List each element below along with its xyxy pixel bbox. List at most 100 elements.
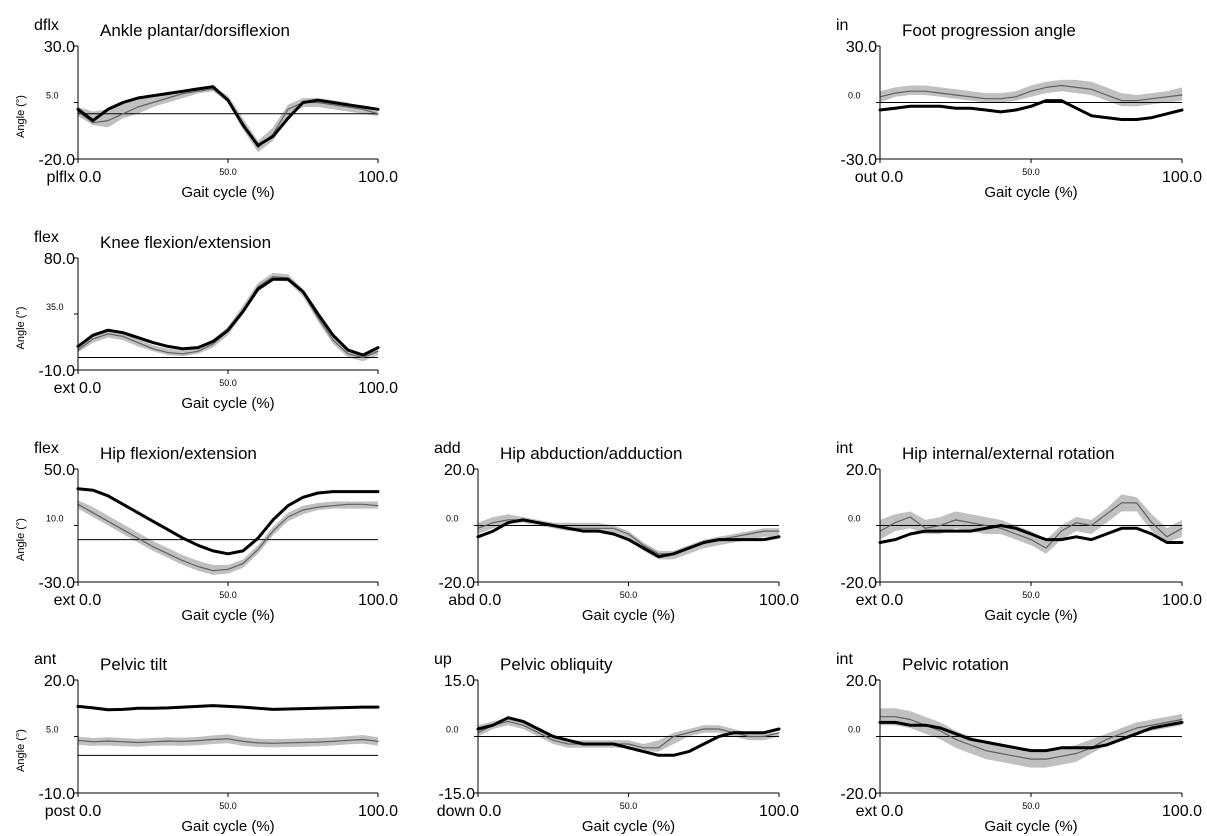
y-axis-title: Angle (°): [15, 95, 27, 138]
chart-title: Foot progression angle: [902, 21, 1076, 40]
series-line-thick: [878, 99, 1184, 121]
series-line-thick: [76, 704, 380, 712]
x-min-tick-label: 0.0: [79, 592, 101, 609]
y-mid-tick-label: 0.0: [848, 725, 861, 735]
chart-panel-5: Hip abduction/adductionadd20.0-20.00.0ab…: [434, 440, 799, 624]
x-max-tick-label: 100.0: [1162, 169, 1202, 186]
positive-direction-label: ant: [34, 651, 57, 668]
normative-band: [478, 717, 779, 752]
x-mid-tick-label: 50.0: [1022, 801, 1040, 811]
y-max-tick-label: 30.0: [44, 39, 75, 56]
negative-direction-label: post: [45, 803, 76, 820]
x-mid-tick-label: 50.0: [1022, 590, 1040, 600]
normative-band: [880, 494, 1182, 554]
chart-title: Pelvic obliquity: [500, 655, 613, 674]
chart-title: Hip abduction/adduction: [500, 444, 682, 463]
positive-direction-label: flex: [34, 440, 59, 457]
x-max-tick-label: 100.0: [358, 380, 398, 397]
x-mid-tick-label: 50.0: [620, 590, 638, 600]
series-line-thin: [879, 502, 1183, 549]
x-max-tick-label: 100.0: [358, 169, 398, 186]
x-axis-title: Gait cycle (%): [582, 607, 675, 624]
positive-direction-label: int: [836, 440, 853, 457]
chart-panel-6: Hip internal/external rotation int 20.0 -20…: [836, 440, 1202, 624]
chart-title: Hip internal/external rotation: [902, 444, 1115, 463]
y-axis-title: Angle (°): [15, 518, 27, 561]
positive-direction-label: flex: [34, 229, 59, 246]
negative-direction-label: ext: [54, 380, 76, 397]
negative-direction-label: ext: [856, 803, 878, 820]
chart-title: Pelvic tilt: [100, 655, 167, 674]
x-mid-tick-label: 50.0: [1022, 167, 1040, 177]
series-line-thin: [879, 84, 1183, 102]
chart-panel-7: Pelvic tilt ant 20.0 -10.0 5.0 post 0.0 50.0 100…: [15, 651, 398, 835]
x-min-tick-label: 0.0: [79, 169, 101, 186]
y-mid-tick-label: 35.0: [46, 302, 64, 312]
x-mid-tick-label: 50.0: [219, 378, 237, 388]
negative-direction-label: down: [437, 803, 475, 820]
x-max-tick-label: 100.0: [1162, 803, 1202, 820]
y-max-tick-label: 20.0: [846, 673, 877, 690]
negative-direction-label: plflx: [47, 169, 75, 186]
chart-panel-3: Knee flexion/extension flex 80.0 -10.0 35.0 e…: [15, 229, 398, 412]
series-line-thin: [77, 503, 379, 572]
x-axis-title: Gait cycle (%): [181, 184, 274, 201]
negative-direction-label: abd: [448, 592, 475, 609]
y-mid-tick-label: 0.0: [446, 514, 459, 524]
series-line-thick: [878, 720, 1184, 753]
x-max-tick-label: 100.0: [759, 592, 799, 609]
x-min-tick-label: 0.0: [479, 803, 501, 820]
positive-direction-label: in: [836, 17, 848, 34]
x-min-tick-label: 0.0: [881, 592, 903, 609]
normative-band: [78, 86, 378, 153]
x-mid-tick-label: 50.0: [219, 167, 237, 177]
y-min-tick-label: -20.0: [439, 575, 476, 592]
chart-title: Knee flexion/extension: [100, 233, 271, 252]
normative-band: [78, 272, 378, 362]
x-min-tick-label: 0.0: [881, 803, 903, 820]
x-axis-title: Gait cycle (%): [181, 607, 274, 624]
y-min-tick-label: -20.0: [841, 575, 878, 592]
positive-direction-label: int: [836, 651, 853, 668]
series-line-thick: [476, 518, 781, 559]
x-axis-title: Gait cycle (%): [984, 818, 1077, 835]
y-min-tick-label: -15.0: [439, 786, 476, 803]
y-min-tick-label: -30.0: [841, 152, 878, 169]
x-min-tick-label: 0.0: [881, 169, 903, 186]
chart-panel-1: Ankle plantar/dorsiflexion dflx 30.0 -20.0 5…: [15, 17, 398, 201]
x-max-tick-label: 100.0: [358, 803, 398, 820]
chart-title: Ankle plantar/dorsiflexion: [100, 21, 290, 40]
chart-panel-4: Hip flexion/extension flex 50.0 -30.0 10.0 ex…: [15, 440, 398, 624]
series-line-thin: [477, 720, 780, 749]
positive-direction-label: up: [434, 651, 452, 668]
positive-direction-label: add: [434, 440, 461, 457]
normative-band: [880, 79, 1182, 107]
y-max-tick-label: 30.0: [846, 39, 877, 56]
y-max-tick-label: 20.0: [846, 462, 877, 479]
normative-band: [78, 500, 378, 575]
chart-title: Hip flexion/extension: [100, 444, 257, 463]
series-line-thin: [77, 276, 379, 359]
x-mid-tick-label: 50.0: [219, 801, 237, 811]
x-max-tick-label: 100.0: [759, 803, 799, 820]
normative-band: [78, 734, 378, 748]
y-mid-tick-label: 0.0: [848, 514, 861, 524]
y-min-tick-label: -30.0: [39, 575, 76, 592]
y-min-tick-label: -20.0: [841, 786, 878, 803]
y-min-tick-label: -10.0: [39, 786, 76, 803]
y-max-tick-label: 50.0: [44, 462, 75, 479]
y-min-tick-label: -20.0: [39, 152, 76, 169]
x-max-tick-label: 100.0: [1162, 592, 1202, 609]
x-max-tick-label: 100.0: [358, 592, 398, 609]
y-axis-title: Angle (°): [15, 307, 27, 350]
y-max-tick-label: 80.0: [44, 251, 75, 268]
y-mid-tick-label: 10.0: [46, 514, 64, 524]
x-min-tick-label: 0.0: [79, 380, 101, 397]
x-min-tick-label: 0.0: [79, 803, 101, 820]
y-mid-tick-label: 5.0: [46, 91, 59, 101]
x-axis-title: Gait cycle (%): [984, 184, 1077, 201]
x-axis-title: Gait cycle (%): [984, 607, 1077, 624]
